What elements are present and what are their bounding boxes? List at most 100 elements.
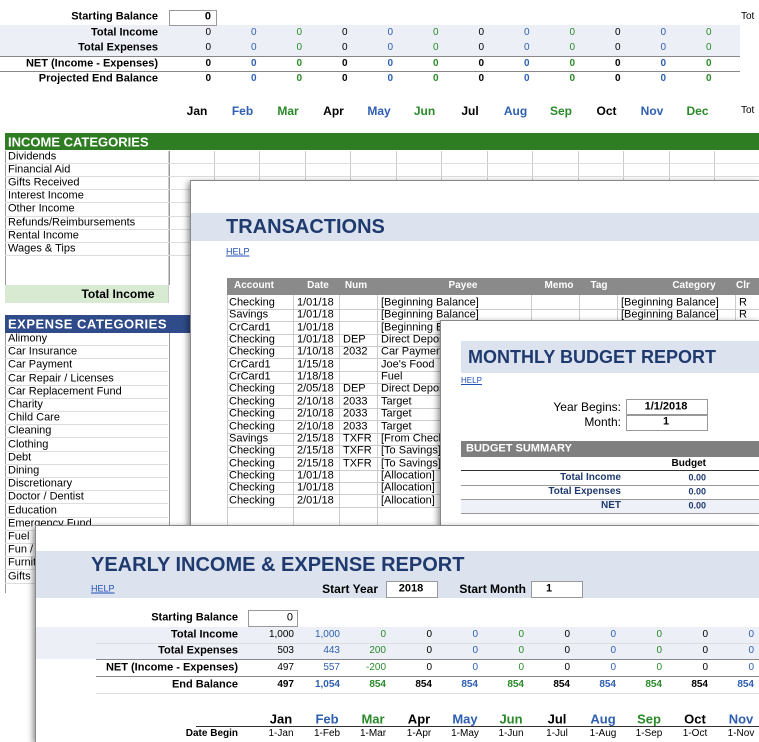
cell-payee: Target bbox=[381, 407, 412, 420]
row-label: Total Income bbox=[90, 26, 158, 39]
row-label: End Balance bbox=[171, 678, 238, 691]
cell-account: Checking bbox=[229, 395, 275, 408]
cell-value: 0 bbox=[705, 58, 712, 69]
cell-value: 0 bbox=[523, 27, 530, 38]
column-header: Tag bbox=[590, 280, 608, 291]
row-label: NET bbox=[601, 500, 621, 511]
grid-line bbox=[5, 163, 759, 165]
month-header: Oct bbox=[684, 711, 706, 727]
cell-value: 0 bbox=[523, 58, 530, 69]
cell-value: 854 bbox=[599, 679, 616, 690]
field-value: 1 bbox=[546, 582, 553, 595]
date-value: 1-Jan bbox=[268, 728, 294, 739]
rule bbox=[196, 726, 759, 727]
date-value: 1-Sep bbox=[635, 728, 663, 739]
cell-value: 0 bbox=[478, 58, 484, 69]
cell-value: 0 bbox=[564, 645, 570, 656]
total-row bbox=[5, 285, 168, 303]
grid-line bbox=[5, 503, 168, 505]
field-value: 2018 bbox=[398, 582, 424, 595]
category-name: Education bbox=[8, 504, 57, 517]
column-header: Date bbox=[307, 280, 329, 291]
column-header: Num bbox=[344, 280, 368, 291]
column-header: Account bbox=[234, 280, 274, 291]
input-box bbox=[386, 581, 438, 598]
row-label: Total Income bbox=[170, 628, 238, 641]
cell-payee: Joe's Food bbox=[381, 358, 435, 371]
row-band bbox=[0, 25, 740, 56]
cell-num: TXFR bbox=[343, 457, 372, 470]
help-link[interactable]: HELP bbox=[226, 246, 250, 257]
grid-line bbox=[5, 397, 168, 399]
row-label: Starting Balance bbox=[71, 10, 158, 23]
cell-value: 0 bbox=[250, 42, 257, 53]
month-header: Jun bbox=[413, 104, 436, 118]
cell-date: 2/15/18 bbox=[297, 432, 334, 445]
grid-line bbox=[5, 490, 168, 492]
cell-date: 2/15/18 bbox=[297, 444, 334, 457]
cell-value: 0 bbox=[660, 42, 666, 53]
cell-value: 0 bbox=[472, 629, 478, 640]
section-header bbox=[461, 441, 759, 457]
cell-account: Checking bbox=[229, 457, 275, 470]
cell-account: Checking bbox=[229, 296, 275, 309]
rule bbox=[461, 470, 759, 471]
cell-value: 0 bbox=[660, 58, 666, 69]
cell-account: Checking bbox=[229, 345, 275, 358]
date-value: 1-Mar bbox=[359, 728, 387, 739]
window-title: MONTHLY BUDGET REPORT bbox=[468, 347, 717, 367]
help-link[interactable]: HELP bbox=[91, 583, 115, 594]
help-link[interactable]: HELP bbox=[461, 376, 482, 385]
date-value: 1-May bbox=[451, 728, 479, 739]
cell-value: 0 bbox=[748, 662, 754, 673]
grid-line bbox=[339, 295, 340, 526]
cell-value: 0 bbox=[426, 662, 432, 673]
cell-num: TXFR bbox=[343, 432, 372, 445]
field-label: Year Begins: bbox=[553, 400, 621, 414]
month-header: Feb bbox=[315, 711, 339, 727]
category-name: Dining bbox=[8, 464, 40, 477]
cell-value: 854 bbox=[507, 679, 524, 690]
cell-account: CrCard1 bbox=[229, 321, 271, 334]
cell-value: 0 bbox=[610, 662, 616, 673]
input-box bbox=[248, 610, 298, 627]
rule bbox=[96, 693, 759, 694]
cell-value: 0 bbox=[702, 662, 708, 673]
cell-value: 0 bbox=[250, 73, 257, 84]
cell-value: -200 bbox=[365, 662, 386, 673]
cell-value: 0 bbox=[296, 58, 302, 69]
month-header: Mar bbox=[361, 711, 385, 727]
cell-value: 0 bbox=[702, 629, 708, 640]
grid-line bbox=[5, 424, 168, 426]
cell-value: 1,054 bbox=[314, 679, 340, 690]
grid-line bbox=[377, 295, 378, 526]
cell-value: 0 bbox=[478, 73, 484, 84]
cell-account: Savings bbox=[229, 432, 269, 445]
month-header: Aug bbox=[503, 104, 528, 118]
cell-value: 0 bbox=[656, 629, 662, 640]
cell-payee: Direct Deposit bbox=[381, 382, 451, 395]
cell-value: 1,000 bbox=[314, 629, 340, 640]
cell-value: 0 bbox=[380, 629, 386, 640]
grid-line bbox=[5, 516, 168, 518]
section-title: INCOME CATEGORIES bbox=[8, 134, 149, 150]
cell-value: 0.00 bbox=[688, 472, 706, 483]
row-label: NET (Income - Expenses) bbox=[25, 57, 158, 70]
cell-value: 0 bbox=[426, 645, 432, 656]
row-label: Date Begin bbox=[185, 728, 238, 739]
cell-date: 1/01/18 bbox=[297, 296, 334, 309]
category-column bbox=[5, 333, 170, 593]
grid-line bbox=[5, 450, 168, 452]
input-box bbox=[169, 10, 217, 26]
cell-payee: [Beginning Balance] bbox=[381, 308, 479, 321]
cell-value: 0 bbox=[387, 58, 393, 69]
date-value: 1-Jun bbox=[498, 728, 524, 739]
cell-value: 0 bbox=[660, 27, 666, 38]
cell-value: 0 bbox=[432, 58, 439, 69]
cell-num: 2033 bbox=[343, 407, 368, 420]
total-header: Tot bbox=[741, 105, 755, 116]
month-header: Feb bbox=[231, 104, 254, 118]
date-value: 1-Oct bbox=[682, 728, 708, 739]
cell-value: 854 bbox=[461, 679, 478, 690]
cell-account: Checking bbox=[229, 481, 275, 494]
